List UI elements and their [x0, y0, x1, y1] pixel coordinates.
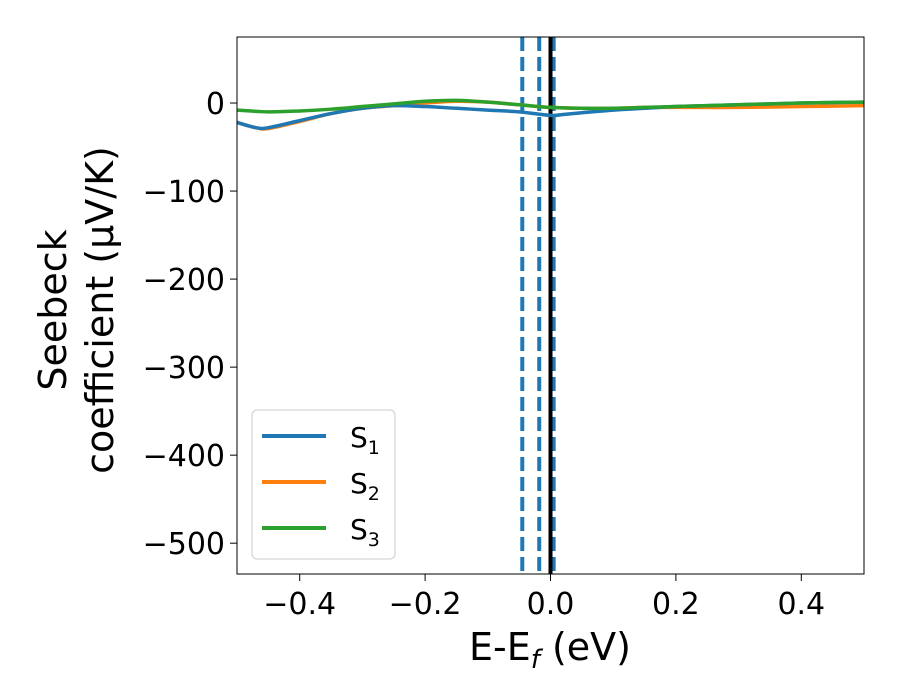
- y-axis-label-line2: coefficient (μV/K): [78, 146, 122, 474]
- legend-box: [251, 409, 396, 560]
- series-line-s3: [237, 98, 864, 114]
- legend-label-s3: S3: [350, 513, 380, 551]
- y-tick-label: 0: [206, 87, 225, 122]
- x-axis-label: E-Ef (eV): [469, 625, 631, 675]
- y-tick-label: −200: [143, 263, 225, 298]
- x-axis: −0.4 −0.2 0.0 0.2 0.4: [263, 574, 825, 622]
- y-tick-label: −500: [143, 527, 225, 562]
- y-tick-label: −100: [143, 175, 225, 210]
- y-axis-label: Seebeck coefficient (μV/K): [31, 146, 122, 474]
- legend: S1 S2 S3: [251, 409, 396, 560]
- x-tick-label: 0.0: [527, 587, 575, 622]
- x-tick-label: −0.4: [263, 587, 336, 622]
- series-group: [237, 98, 864, 131]
- y-axis-label-line1: Seebeck: [31, 229, 75, 390]
- vertical-lines: [520, 37, 556, 574]
- y-tick-label: −400: [143, 439, 225, 474]
- legend-label-s2: S2: [350, 467, 380, 505]
- y-tick-label: −300: [143, 351, 225, 386]
- x-tick-label: 0.4: [777, 587, 825, 622]
- legend-label-s1: S1: [350, 421, 380, 459]
- y-axis: 0 −100 −200 −300 −400 −500: [143, 87, 237, 562]
- x-tick-label: −0.2: [389, 587, 462, 622]
- x-tick-label: 0.2: [652, 587, 700, 622]
